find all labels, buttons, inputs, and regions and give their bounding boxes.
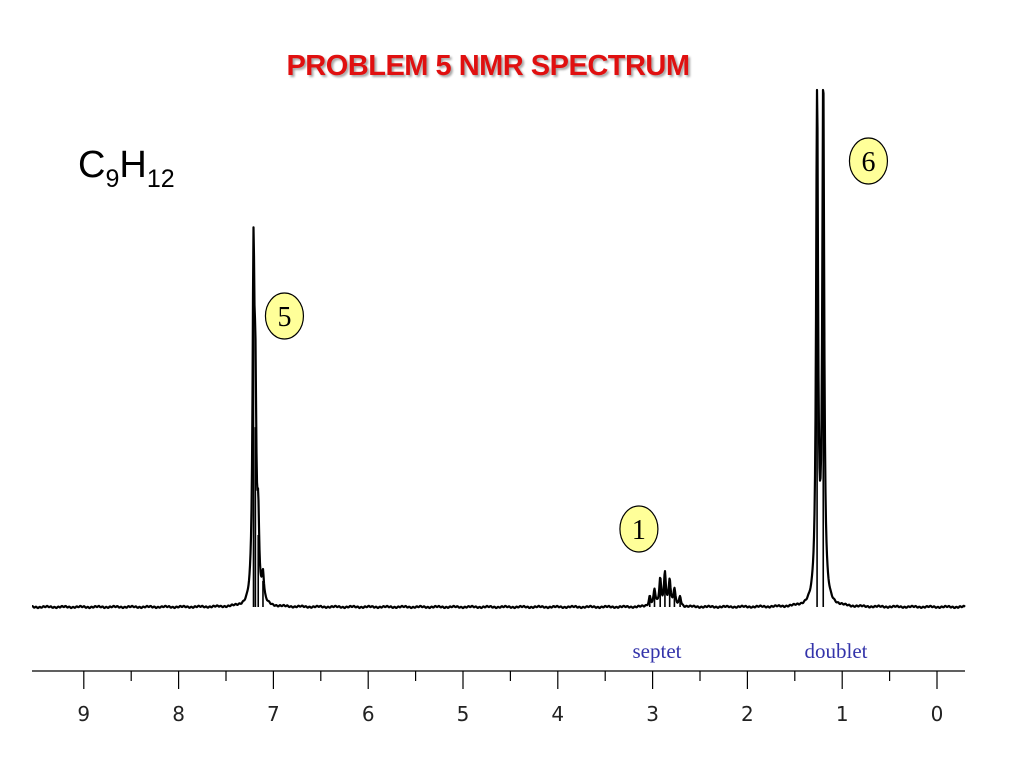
integration-value: 5 [277, 302, 291, 333]
formula-hydrogen-count: 12 [146, 165, 175, 193]
x-tick-label: 5 [457, 702, 470, 726]
x-tick-label: 9 [77, 702, 90, 726]
multiplicity-labels: septet doublet [633, 639, 868, 663]
formula-hydrogen: H [119, 144, 147, 186]
multiplicity-label-methyl: doublet [805, 639, 868, 663]
formula-carbon-count: 9 [105, 165, 120, 193]
integration-badges: 5 1 6 [264, 137, 889, 553]
multiplicity-label-methine: septet [633, 639, 682, 663]
integration-value: 1 [632, 515, 646, 546]
chart-title: PROBLEM 5 NMR SPECTRUM [286, 50, 690, 82]
ppm-axis: 9 8 7 6 5 4 3 2 1 0 [32, 670, 965, 726]
spectrum-trace [31, 88, 966, 610]
integration-value: 6 [861, 147, 875, 178]
x-tick-label: 8 [172, 702, 185, 726]
integration-badge-methine: 1 [619, 505, 659, 553]
x-tick-label: 0 [931, 702, 944, 726]
integration-badge-aromatic: 5 [264, 292, 305, 340]
integration-badge-methyl: 6 [848, 137, 889, 185]
integration-badge-oval [848, 137, 889, 185]
x-tick-label: 2 [741, 702, 754, 726]
formula-carbon: C [78, 144, 106, 186]
integration-badge-oval [619, 505, 659, 553]
x-tick-label: 3 [646, 702, 659, 726]
x-tick-label: 6 [362, 702, 375, 726]
x-tick-label: 4 [551, 702, 564, 726]
integration-badge-oval [264, 292, 305, 340]
x-tick-label: 7 [267, 702, 280, 726]
x-tick-label: 1 [836, 702, 849, 726]
spectrum-trace-layer [31, 88, 966, 610]
molecular-formula: C9H12 [78, 146, 175, 192]
